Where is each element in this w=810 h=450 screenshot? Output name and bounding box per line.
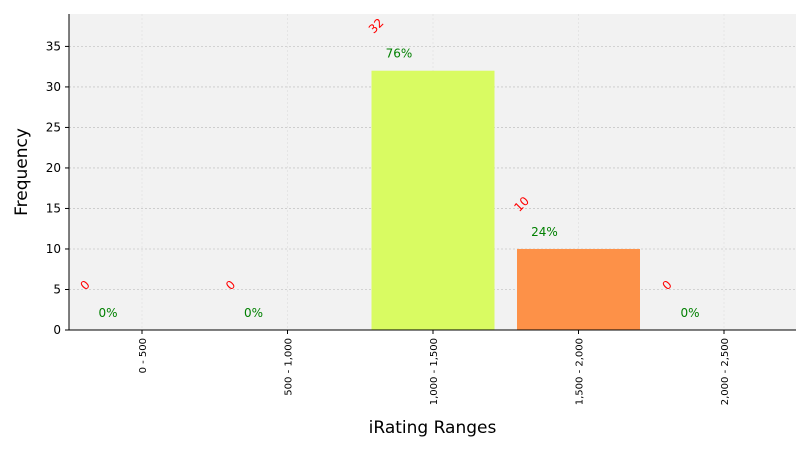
y-axis-title: Frequency [12, 128, 32, 216]
y-tick-label: 15 [46, 201, 61, 215]
x-axis-title: iRating Ranges [369, 418, 497, 438]
y-tick-label: 20 [46, 161, 61, 175]
y-tick-label: 30 [46, 80, 61, 94]
x-tick-label: 1,000 - 1,500 [429, 338, 440, 405]
y-tick-label: 0 [53, 323, 61, 337]
y-tick-label: 10 [46, 242, 61, 256]
axes: 0 5 10 15 20 25 30 35 0 - 500 500 - 1,000 1,000 - … [46, 14, 796, 405]
x-tick-label: 2,000 - 2,500 [720, 338, 731, 405]
y-tick-label: 25 [46, 120, 61, 134]
percent-label: 0% [98, 306, 117, 320]
percent-label: 0% [680, 306, 699, 320]
x-tick-label: 500 - 1,000 [284, 338, 295, 396]
bars [371, 70, 640, 330]
x-tick-label: 1,500 - 2,000 [575, 338, 586, 405]
y-tick-label: 35 [46, 39, 61, 53]
bar [517, 248, 640, 330]
y-tick-label: 5 [53, 282, 61, 296]
percent-label: 76% [386, 47, 413, 61]
bar [371, 70, 495, 330]
percent-label: 0% [244, 306, 263, 320]
x-tick-label: 0 - 500 [138, 338, 149, 373]
percent-label: 24% [531, 225, 558, 239]
